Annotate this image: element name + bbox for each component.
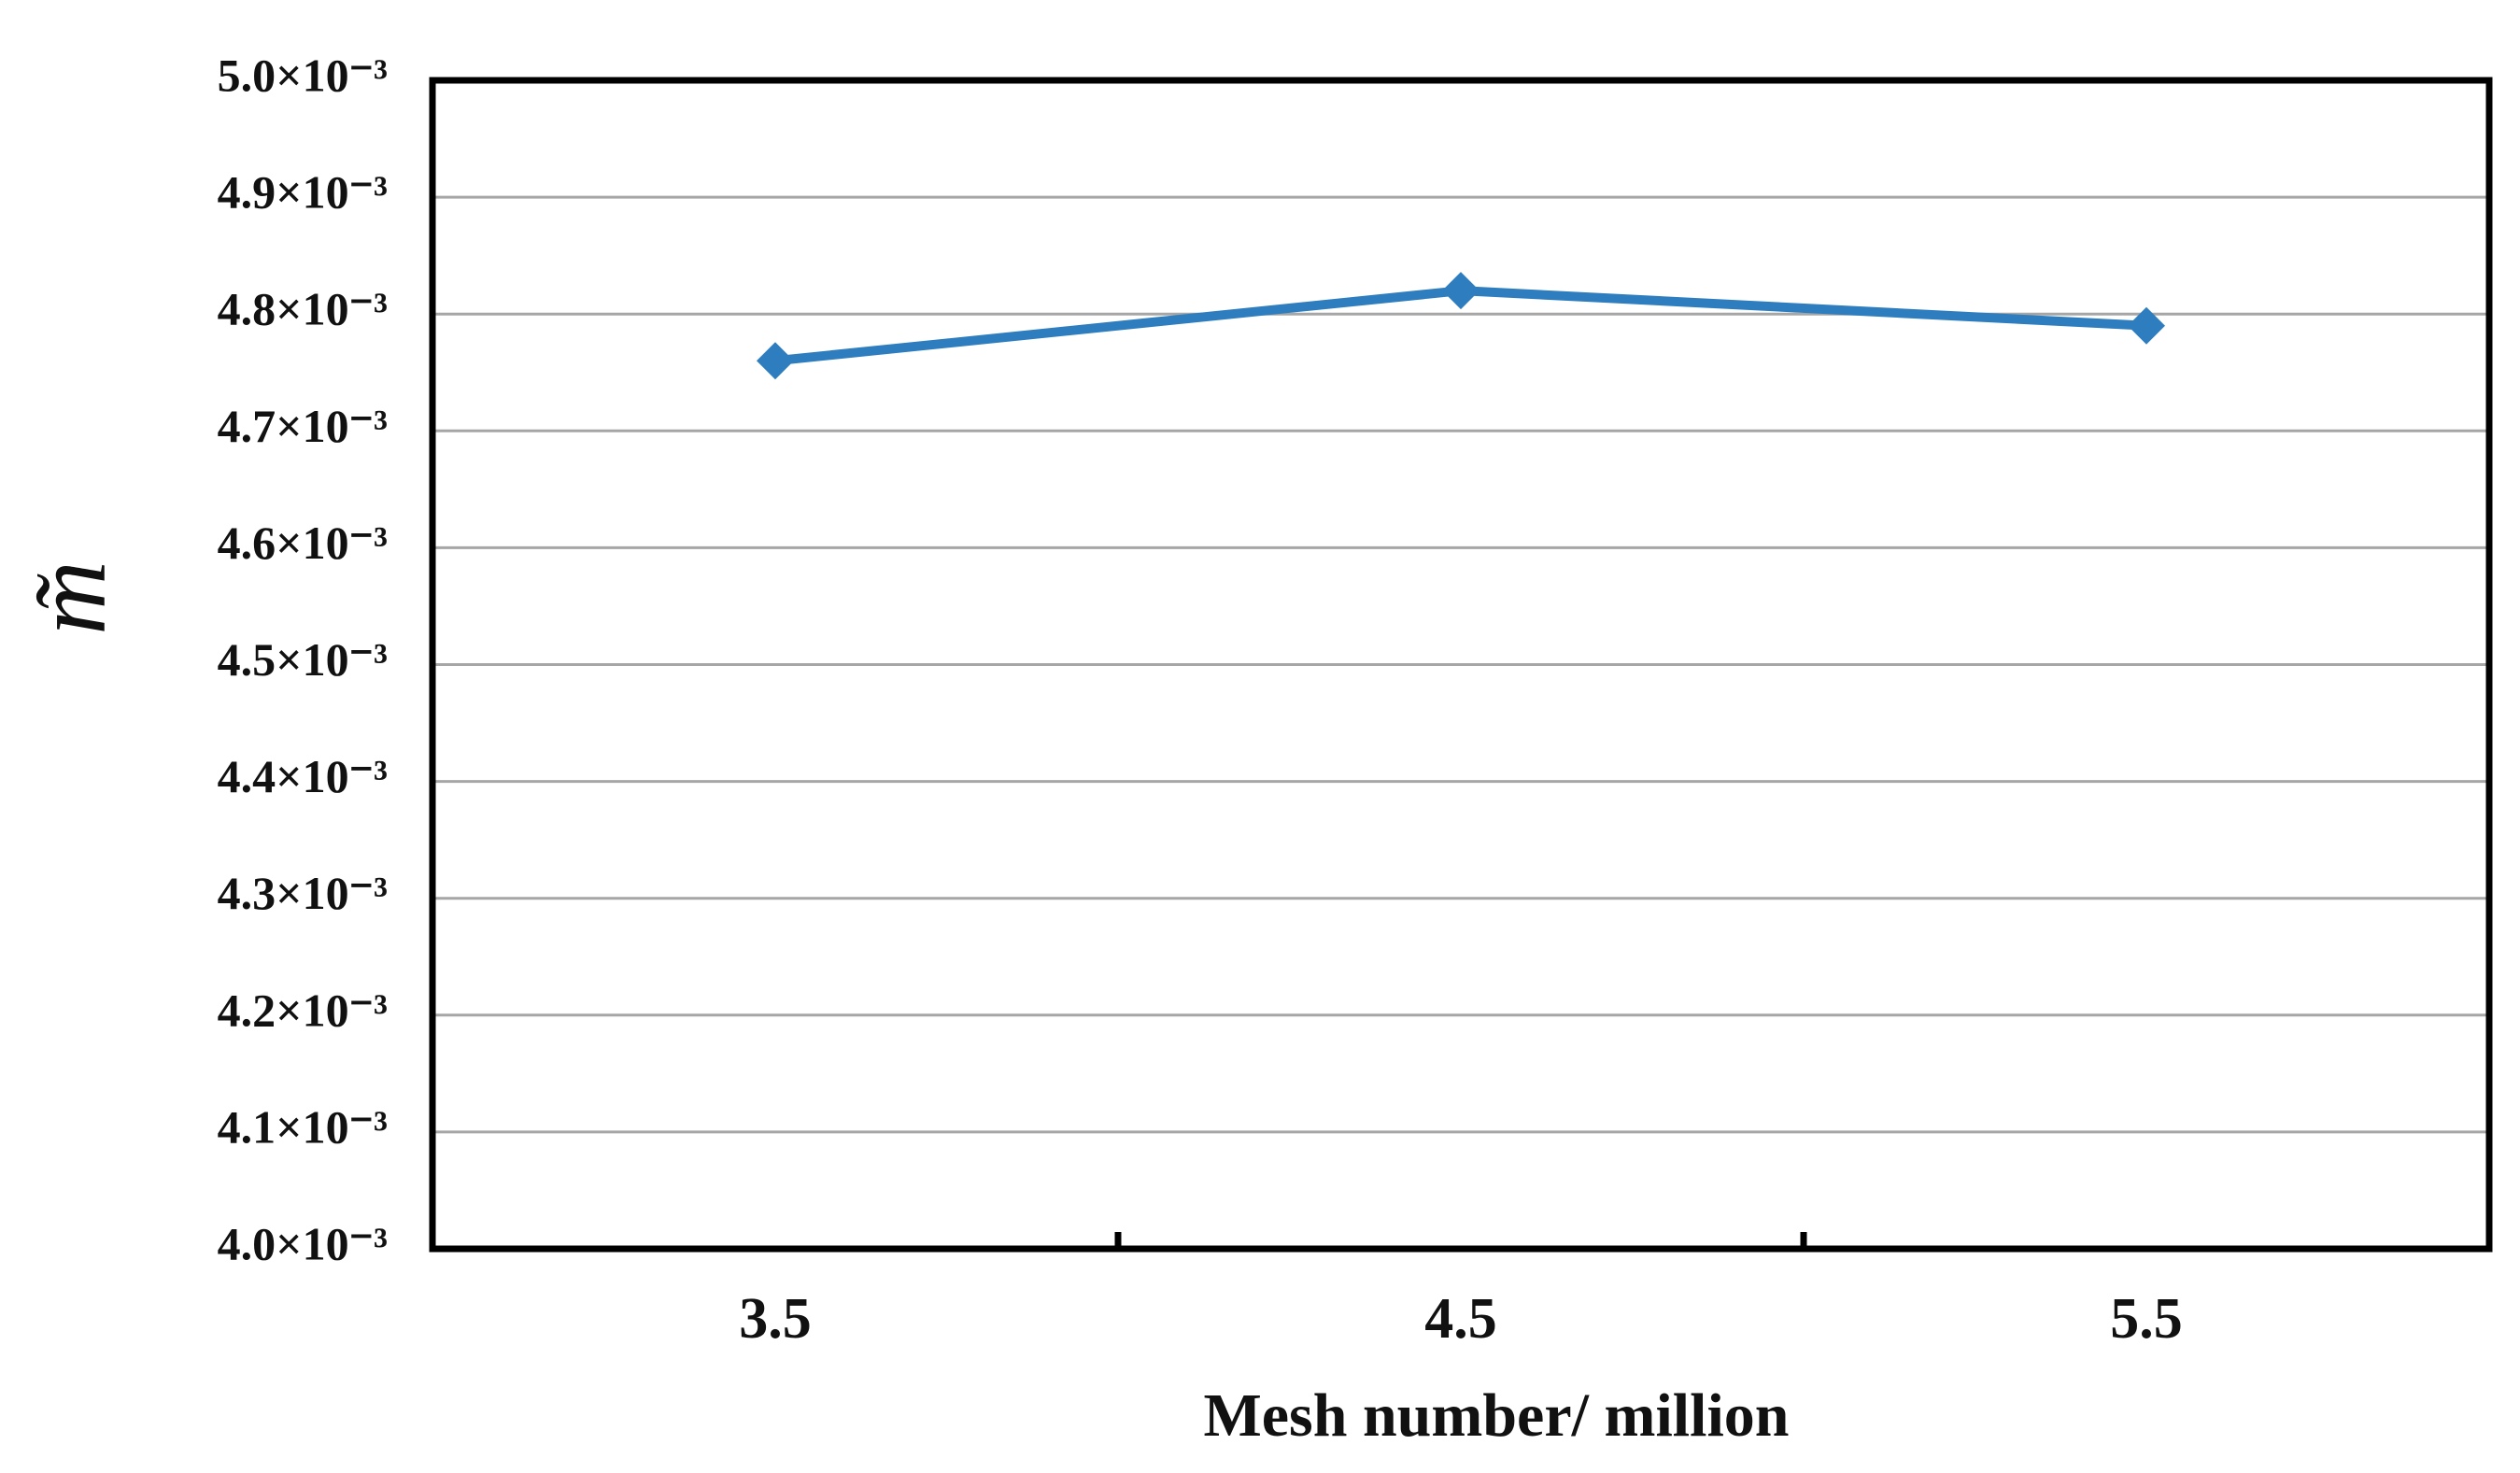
- y-tick-label: 4.2×10⁻³: [218, 984, 388, 1036]
- y-axis-label: m̃: [12, 560, 126, 634]
- y-tick-label: 4.6×10⁻³: [218, 517, 388, 569]
- x-tick-label: 3.5: [739, 1287, 812, 1351]
- y-tick-label: 4.4×10⁻³: [218, 750, 388, 802]
- y-tick-label: 4.3×10⁻³: [218, 867, 388, 919]
- x-tick-label: 4.5: [1424, 1287, 1497, 1351]
- y-tick-label: 4.8×10⁻³: [218, 283, 388, 335]
- data-point: [2128, 306, 2165, 345]
- y-tick-label: 4.0×10⁻³: [218, 1217, 388, 1269]
- data-point: [757, 342, 794, 380]
- x-tick-label: 5.5: [2110, 1287, 2183, 1351]
- y-tick-label: 4.7×10⁻³: [218, 400, 388, 452]
- y-tick-label: 4.1×10⁻³: [218, 1100, 388, 1153]
- plot-frame: [429, 77, 2493, 1253]
- y-tick-label: 4.5×10⁻³: [218, 633, 388, 686]
- data-point: [1442, 272, 1479, 310]
- x-axis-label: Mesh number/ million: [1203, 1381, 1789, 1450]
- y-tick-label: 4.9×10⁻³: [218, 166, 388, 219]
- y-tick-label: 5.0×10⁻³: [218, 49, 388, 101]
